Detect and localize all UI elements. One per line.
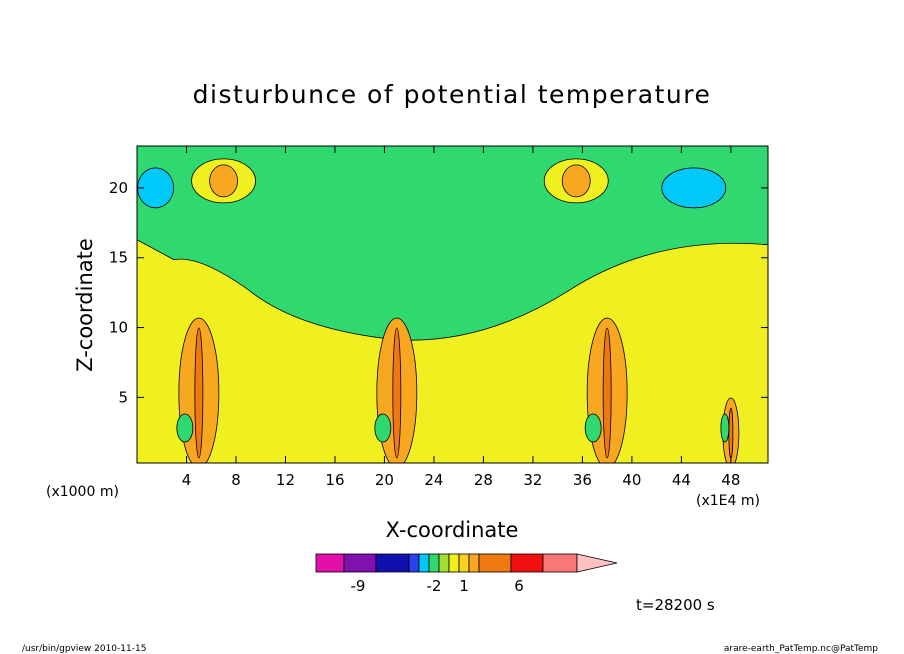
colorbar-swatch bbox=[458, 553, 470, 573]
convective-column-edge bbox=[584, 413, 602, 443]
convective-core bbox=[194, 327, 204, 459]
x-tick-label: 44 bbox=[672, 471, 691, 489]
warm-cell bbox=[209, 164, 239, 198]
x-unit-right-label: (x1E4 m) bbox=[696, 493, 760, 509]
x-tick-label: 32 bbox=[523, 471, 542, 489]
colorbar-swatch bbox=[375, 553, 410, 573]
y-axis-title: Z-coordinate bbox=[73, 238, 97, 372]
x-tick-label: 24 bbox=[424, 471, 443, 489]
x-unit-left-label: (x1000 m) bbox=[46, 484, 119, 500]
x-tick-label: 40 bbox=[622, 471, 641, 489]
x-tick-label: 12 bbox=[276, 471, 295, 489]
footer-left: /usr/bin/gpview 2010-11-15 bbox=[22, 644, 146, 654]
chart-title: disturbunce of potential temperature bbox=[193, 80, 712, 109]
x-tick-label: 16 bbox=[325, 471, 344, 489]
x-axis-title: X-coordinate bbox=[386, 518, 519, 542]
y-tick-label: 15 bbox=[109, 249, 128, 267]
colorbar-tick-label: -9 bbox=[351, 577, 366, 595]
colorbar-swatch bbox=[418, 553, 430, 573]
cold-cell bbox=[661, 167, 727, 209]
colorbar-swatch bbox=[478, 553, 512, 573]
colorbar-swatch bbox=[315, 553, 345, 573]
convective-column-edge bbox=[176, 413, 194, 443]
y-tick-label: 5 bbox=[118, 388, 128, 406]
upper-disturbance-band bbox=[137, 146, 768, 341]
warm-cell bbox=[561, 164, 591, 198]
colorbar-swatch bbox=[428, 553, 440, 573]
plot-frame bbox=[136, 145, 769, 464]
colorbar-swatch bbox=[542, 553, 578, 573]
x-tick-label: 28 bbox=[474, 471, 493, 489]
time-label: t=28200 s bbox=[636, 596, 715, 614]
convective-core bbox=[602, 327, 612, 459]
x-tick-label: 20 bbox=[375, 471, 394, 489]
colorbar-swatch bbox=[510, 553, 544, 573]
y-tick-label: 10 bbox=[109, 319, 128, 337]
footer-right: arare-earth_PatTemp.nc@PatTemp bbox=[724, 644, 878, 654]
colorbar-swatch bbox=[343, 553, 377, 573]
colorbar bbox=[315, 553, 618, 573]
convective-column-edge bbox=[720, 413, 730, 443]
convective-column-edge bbox=[374, 413, 392, 443]
convective-core bbox=[392, 327, 402, 459]
colorbar-tick-label: 6 bbox=[514, 577, 524, 595]
x-tick-label: 36 bbox=[573, 471, 592, 489]
x-tick-label: 4 bbox=[182, 471, 192, 489]
colorbar-tick-label: -2 bbox=[427, 577, 442, 595]
x-tick-label: 8 bbox=[231, 471, 241, 489]
colorbar-swatch bbox=[438, 553, 450, 573]
plot-area bbox=[136, 145, 769, 464]
colorbar-swatch bbox=[468, 553, 480, 573]
colorbar-arrow bbox=[576, 553, 618, 573]
convective-core bbox=[728, 407, 734, 459]
colorbar-tick-label: 1 bbox=[459, 577, 469, 595]
x-tick-label: 48 bbox=[721, 471, 740, 489]
colorbar-swatch bbox=[448, 553, 460, 573]
y-tick-label: 20 bbox=[109, 179, 128, 197]
colorbar-swatch bbox=[408, 553, 420, 573]
